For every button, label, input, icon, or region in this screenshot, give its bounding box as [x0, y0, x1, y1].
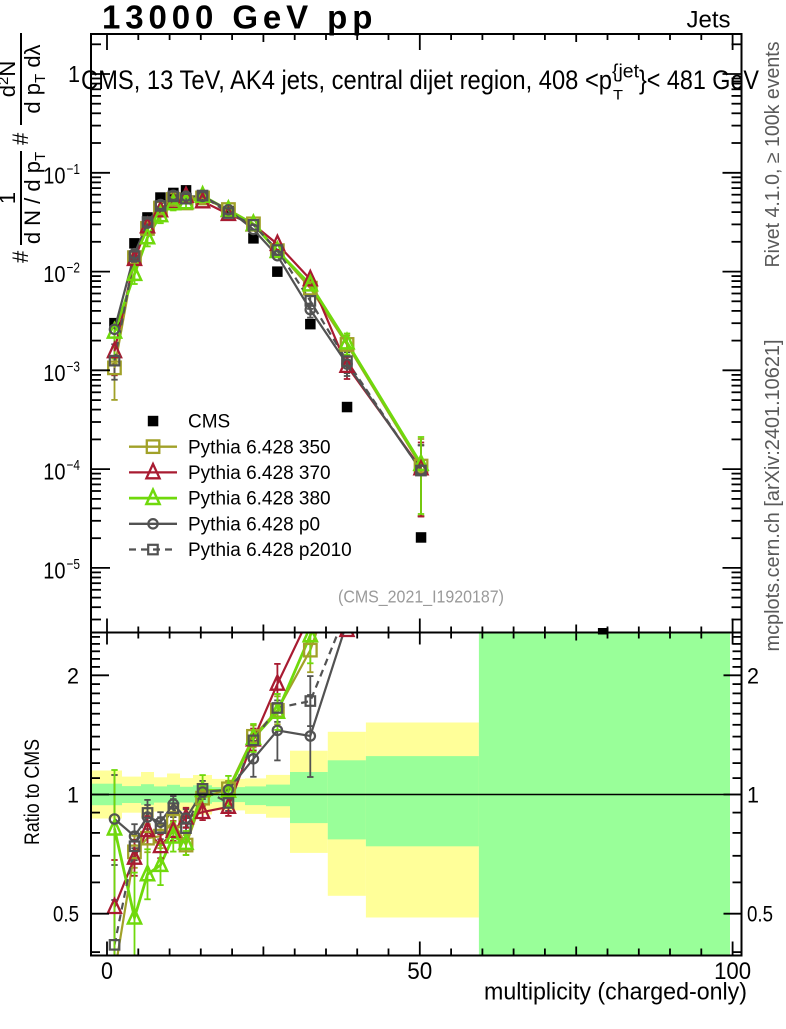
svg-text:0: 0	[101, 958, 113, 985]
svg-text:10: 10	[43, 261, 65, 287]
svg-text:d2N: d2N	[0, 61, 20, 97]
svg-text:100: 100	[714, 958, 751, 985]
svg-text:−1: −1	[67, 161, 81, 178]
svg-text:}< 481 GeV: }< 481 GeV	[639, 65, 759, 95]
svg-text:13000 GeV pp: 13000 GeV pp	[102, 0, 377, 36]
svg-text:CMS: CMS	[188, 412, 230, 433]
svg-text:0.5: 0.5	[53, 902, 79, 927]
svg-text:Pythia 6.428 370: Pythia 6.428 370	[188, 463, 331, 484]
svg-text:Pythia 6.428 380: Pythia 6.428 380	[188, 489, 331, 510]
svg-text:Jets: Jets	[686, 7, 730, 34]
svg-text:#: #	[8, 132, 33, 145]
svg-text:mcplots.cern.ch [arXiv:2401.10: mcplots.cern.ch [arXiv:2401.10621]	[762, 340, 784, 652]
svg-text:#: #	[8, 250, 33, 263]
svg-text:2: 2	[747, 663, 759, 688]
svg-text:50: 50	[407, 958, 432, 985]
svg-text:0.5: 0.5	[747, 902, 773, 927]
svg-text:Rivet 4.1.0, ≥ 100k events: Rivet 4.1.0, ≥ 100k events	[762, 42, 784, 268]
svg-text:−5: −5	[67, 556, 81, 573]
svg-text:Pythia 6.428 350: Pythia 6.428 350	[188, 437, 331, 458]
svg-text:Ratio to CMS: Ratio to CMS	[21, 739, 44, 845]
svg-text:1: 1	[67, 783, 79, 808]
svg-text:Pythia 6.428 p0: Pythia 6.428 p0	[188, 514, 320, 535]
svg-text:(CMS_2021_I1920187): (CMS_2021_I1920187)	[338, 587, 504, 608]
svg-text:−2: −2	[67, 260, 81, 277]
svg-text:CMS, 13 TeV, AK4 jets, central: CMS, 13 TeV, AK4 jets, central dijet reg…	[81, 65, 612, 95]
svg-text:10: 10	[43, 557, 65, 583]
svg-text:1: 1	[747, 783, 759, 808]
svg-text:d N / d pT: d N / d pT	[20, 152, 49, 244]
svg-text:10: 10	[43, 162, 65, 188]
svg-text:2: 2	[67, 663, 79, 688]
svg-text:{jet: {jet	[612, 62, 640, 83]
svg-text:10: 10	[43, 459, 65, 485]
svg-text:1: 1	[68, 61, 80, 87]
svg-text:T: T	[613, 87, 624, 103]
svg-text:−4: −4	[67, 457, 81, 474]
svg-text:Pythia 6.428 p2010: Pythia 6.428 p2010	[188, 540, 352, 561]
svg-text:1: 1	[0, 192, 20, 204]
svg-text:10: 10	[43, 360, 65, 386]
svg-text:−3: −3	[67, 358, 81, 375]
svg-text:multiplicity (charged-only): multiplicity (charged-only)	[484, 978, 747, 1005]
